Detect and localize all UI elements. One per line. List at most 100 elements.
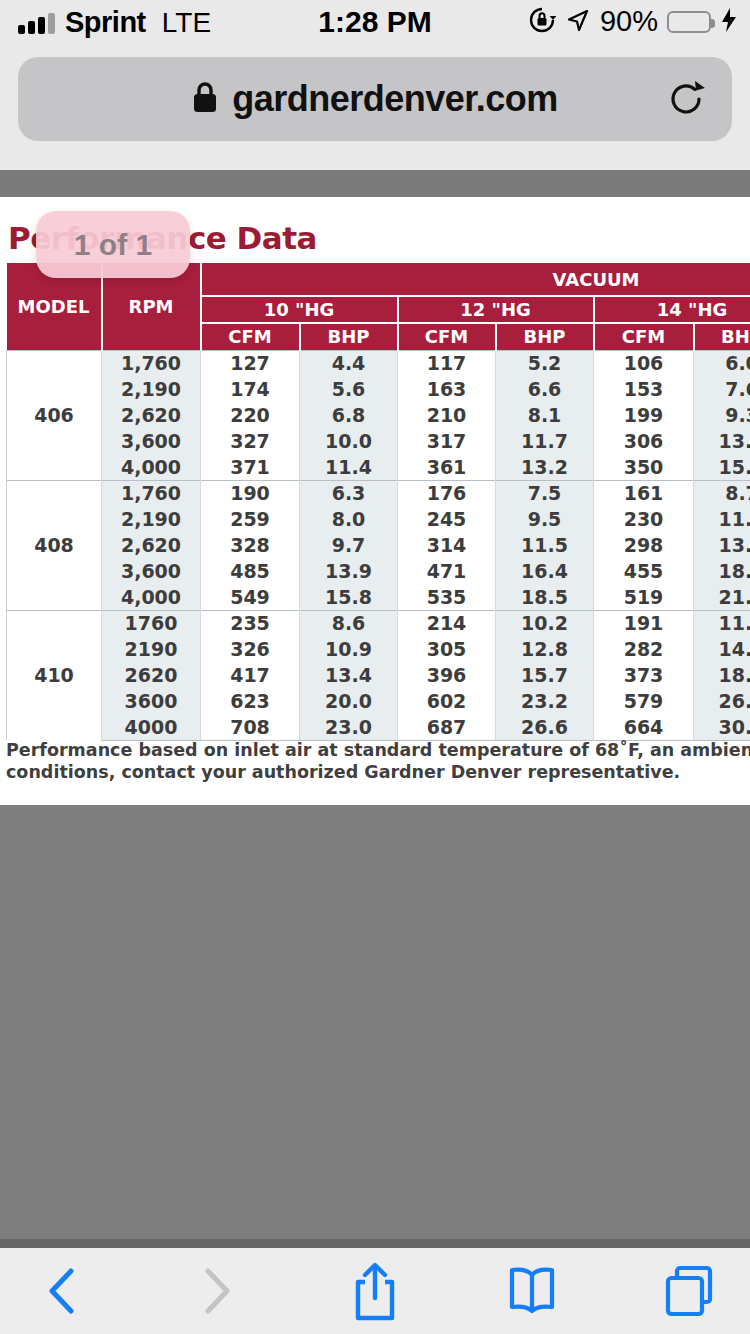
performance-data-table: MODEL RPM VACUUM 10 "HG 12 "HG 14 "HG CF… [6, 263, 750, 741]
model-cell: 406 [7, 350, 102, 480]
col-header-10hg: 10 "HG [201, 296, 398, 323]
value-cell: 30.3 [694, 714, 750, 740]
rpm-cell: 4000 [102, 714, 201, 740]
address-bar[interactable]: gardnerdenver.com [18, 57, 732, 141]
col-header-14hg: 14 "HG [594, 296, 750, 323]
pdf-page-count-badge: 1 of 1 [36, 211, 190, 278]
value-cell: 20.0 [300, 688, 398, 714]
value-cell: 11.4 [300, 454, 398, 480]
value-cell: 259 [201, 506, 300, 532]
value-cell: 371 [201, 454, 300, 480]
model-cell: 410 [7, 610, 102, 740]
value-cell: 317 [398, 428, 496, 454]
value-cell: 18.9 [694, 558, 750, 584]
value-cell: 396 [398, 662, 496, 688]
table-row: 2,1902598.02459.523011.6 [7, 506, 750, 532]
rpm-cell: 3,600 [102, 558, 201, 584]
browser-toolbar [0, 1248, 750, 1334]
value-cell: 305 [398, 636, 496, 662]
value-cell: 106 [594, 350, 694, 376]
value-cell: 191 [594, 610, 694, 636]
browser-top-chrome: Sprint LTE 1:28 PM [0, 0, 750, 170]
table-row: 400070823.068726.666430.3 [7, 714, 750, 740]
value-cell: 220 [201, 402, 300, 428]
table-row: 4,00054915.853518.551921.3 [7, 584, 750, 610]
col-header-cfm-14: CFM [594, 323, 694, 350]
pdf-page-content: Performance Data 1 of 1 MODEL RPM VACUUM… [0, 197, 750, 805]
table-row: 4061,7601274.41175.21066.0 [7, 350, 750, 376]
value-cell: 8.6 [300, 610, 398, 636]
value-cell: 5.6 [300, 376, 398, 402]
value-cell: 174 [201, 376, 300, 402]
value-cell: 176 [398, 480, 496, 506]
value-cell: 327 [201, 428, 300, 454]
value-cell: 6.3 [300, 480, 398, 506]
location-arrow-icon [565, 7, 591, 37]
value-cell: 602 [398, 688, 496, 714]
value-cell: 328 [201, 532, 300, 558]
https-lock-icon [192, 80, 218, 118]
value-cell: 210 [398, 402, 496, 428]
value-cell: 11.5 [496, 532, 594, 558]
bookmarks-button[interactable] [497, 1256, 567, 1326]
rpm-cell: 2,190 [102, 506, 201, 532]
pdf-page-count-label: 1 of 1 [74, 228, 152, 262]
toolbar-shadow [0, 1239, 750, 1248]
value-cell: 417 [201, 662, 300, 688]
col-header-12hg: 12 "HG [398, 296, 594, 323]
value-cell: 18.3 [694, 662, 750, 688]
rpm-cell: 4,000 [102, 584, 201, 610]
value-cell: 326 [201, 636, 300, 662]
value-cell: 373 [594, 662, 694, 688]
footnote-line-1: Performance based on inlet air at standa… [6, 740, 750, 760]
value-cell: 7.6 [694, 376, 750, 402]
value-cell: 8.7 [694, 480, 750, 506]
value-cell: 11.8 [694, 610, 750, 636]
value-cell: 623 [201, 688, 300, 714]
value-cell: 350 [594, 454, 694, 480]
value-cell: 306 [594, 428, 694, 454]
value-cell: 282 [594, 636, 694, 662]
forward-button[interactable] [183, 1256, 253, 1326]
value-cell: 13.4 [300, 662, 398, 688]
orientation-lock-icon [528, 6, 556, 38]
rpm-cell: 2,620 [102, 532, 201, 558]
value-cell: 16.4 [496, 558, 594, 584]
value-cell: 5.2 [496, 350, 594, 376]
value-cell: 26.5 [694, 688, 750, 714]
value-cell: 13.3 [694, 428, 750, 454]
value-cell: 314 [398, 532, 496, 558]
value-cell: 708 [201, 714, 300, 740]
reload-button[interactable] [664, 77, 708, 125]
col-header-bhp-14: BHP [694, 323, 750, 350]
value-cell: 6.0 [694, 350, 750, 376]
table-row: 2,1901745.61636.61537.6 [7, 376, 750, 402]
footnote-line-2: conditions, contact your authorized Gard… [6, 762, 750, 782]
rpm-cell: 1,760 [102, 480, 201, 506]
battery-icon [667, 11, 711, 33]
share-button[interactable] [340, 1256, 410, 1326]
back-button[interactable] [26, 1256, 96, 1326]
value-cell: 11.6 [694, 506, 750, 532]
rpm-cell: 1,760 [102, 350, 201, 376]
value-cell: 9.7 [300, 532, 398, 558]
col-header-bhp-10: BHP [300, 323, 398, 350]
value-cell: 6.6 [496, 376, 594, 402]
value-cell: 15.3 [694, 454, 750, 480]
value-cell: 163 [398, 376, 496, 402]
value-cell: 485 [201, 558, 300, 584]
value-cell: 9.3 [694, 402, 750, 428]
tabs-button[interactable] [654, 1256, 724, 1326]
value-cell: 23.0 [300, 714, 398, 740]
value-cell: 535 [398, 584, 496, 610]
value-cell: 549 [201, 584, 300, 610]
table-row: 360062320.060223.257926.5 [7, 688, 750, 714]
value-cell: 7.5 [496, 480, 594, 506]
value-cell: 127 [201, 350, 300, 376]
rpm-cell: 2,190 [102, 376, 201, 402]
value-cell: 13.3 [694, 532, 750, 558]
value-cell: 161 [594, 480, 694, 506]
value-cell: 664 [594, 714, 694, 740]
value-cell: 298 [594, 532, 694, 558]
value-cell: 23.2 [496, 688, 594, 714]
